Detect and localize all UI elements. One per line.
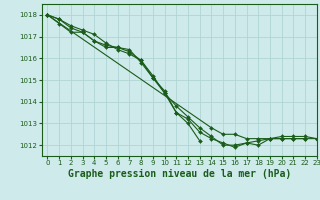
X-axis label: Graphe pression niveau de la mer (hPa): Graphe pression niveau de la mer (hPa) xyxy=(68,169,291,179)
